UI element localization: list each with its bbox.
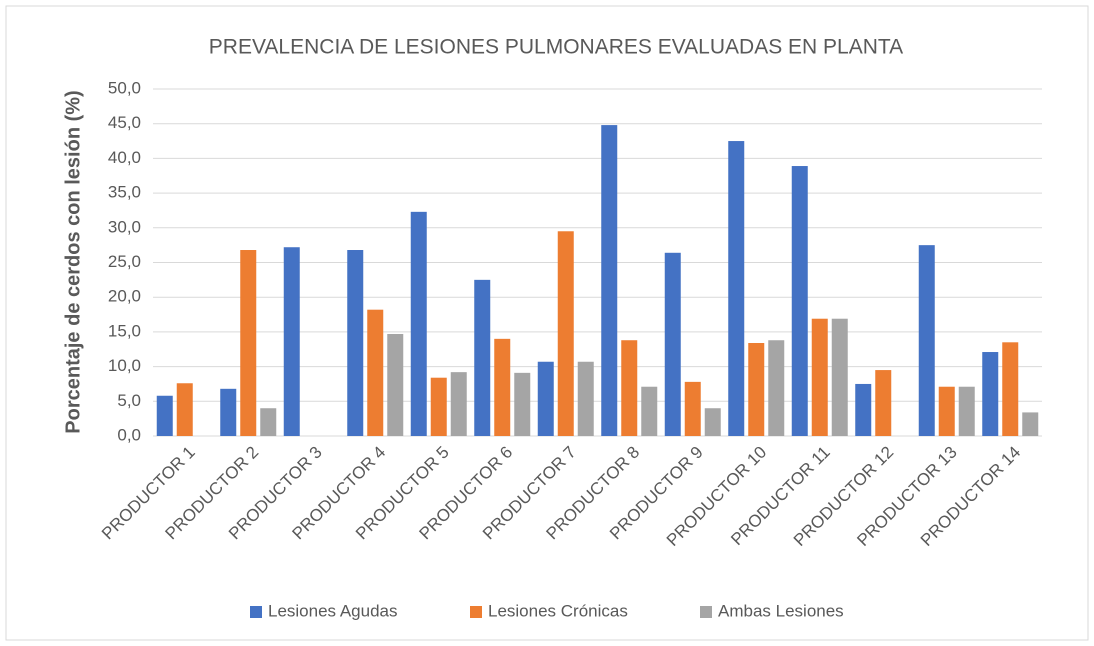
legend-label: Ambas Lesiones [718,601,844,620]
bar [410,211,427,436]
bar [918,245,935,436]
bar [176,383,193,436]
bar [704,408,721,436]
bar [641,386,658,436]
y-tick-label: 15,0 [108,321,141,340]
bar [768,340,785,436]
y-tick-label: 0,0 [117,425,141,444]
bar [684,381,701,436]
y-tick-label: 25,0 [108,252,141,271]
legend-swatch [250,606,262,618]
bar [958,386,975,436]
y-tick-label: 35,0 [108,183,141,202]
legend-swatch [470,606,482,618]
bar [728,141,745,437]
legend-swatch [700,606,712,618]
bar [283,247,300,436]
bar [938,386,955,436]
bar [601,125,618,436]
bar [1022,412,1039,436]
y-tick-label: 20,0 [108,287,141,306]
bar [875,370,892,436]
bar [855,383,872,436]
y-tick-label: 40,0 [108,148,141,167]
bar [156,395,173,436]
bar [748,343,765,436]
bar [347,250,364,436]
bar [537,361,554,436]
bar [811,318,828,436]
bar [831,318,848,436]
bar [982,352,999,436]
bar [494,338,511,436]
y-axis-label: Porcentaje de cerdos con lesión (%) [62,90,84,433]
bar [260,408,277,436]
bar [367,309,384,436]
bar [430,377,447,436]
chart-title: PREVALENCIA DE LESIONES PULMONARES EVALU… [209,36,903,59]
bar [664,252,681,436]
bar [240,250,257,436]
y-tick-label: 45,0 [108,113,141,132]
bar [791,166,808,436]
y-tick-label: 5,0 [117,391,141,410]
bar [387,333,404,436]
chart-border [5,5,1089,641]
bar [514,372,531,436]
y-tick-label: 50,0 [108,78,141,97]
bar [1002,342,1019,436]
bar [577,361,594,436]
y-tick-label: 10,0 [108,356,141,375]
legend-label: Lesiones Crónicas [488,601,628,620]
bar [220,388,237,436]
bar [474,279,491,436]
legend-label: Lesiones Agudas [268,601,398,620]
bar [621,340,638,436]
y-tick-label: 30,0 [108,217,141,236]
bar [557,231,574,436]
bar [450,372,467,436]
